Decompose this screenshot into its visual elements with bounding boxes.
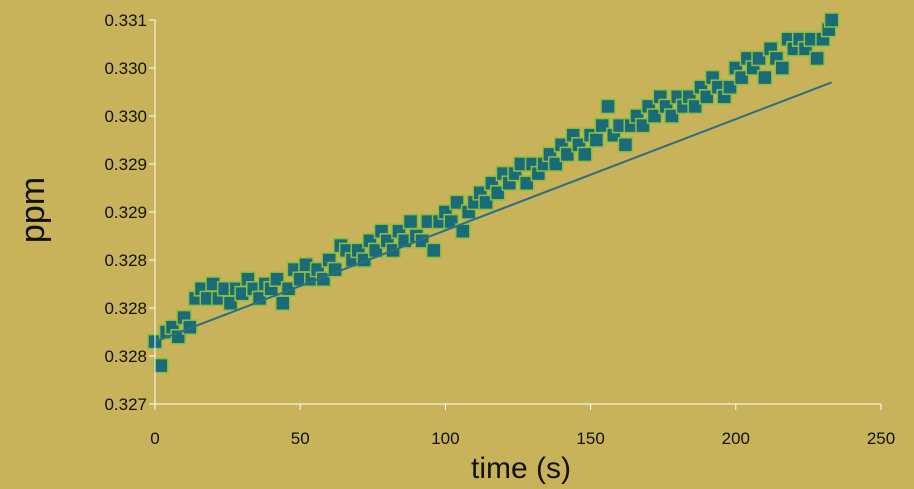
x-tick-label: 250 — [867, 429, 895, 448]
x-tick-label: 200 — [722, 429, 750, 448]
data-point — [559, 146, 576, 163]
data-point — [153, 357, 169, 374]
data-point — [687, 98, 703, 115]
y-tick-label: 0.327 — [104, 395, 147, 414]
data-point — [617, 137, 634, 153]
data-point — [518, 175, 535, 191]
data-point — [588, 132, 605, 148]
data-point — [577, 146, 593, 163]
y-tick-label: 0.328 — [104, 299, 147, 318]
y-tick-label: 0.329 — [104, 203, 147, 222]
x-tick-label: 150 — [576, 429, 604, 448]
y-tick-label: 0.328 — [104, 347, 147, 366]
trendline — [154, 81, 832, 343]
data-point — [275, 295, 291, 311]
y-tick-label: 0.331 — [104, 11, 147, 30]
data-point — [548, 156, 564, 172]
data-point — [699, 89, 715, 105]
data-point — [823, 12, 840, 28]
plot-area — [147, 12, 840, 374]
x-axis-title: time (s) — [471, 452, 571, 485]
data-point — [757, 69, 773, 86]
tick-labels: 0.327 0.328 0.328 0.328 0.329 0.329 0.330 0.330… — [104, 11, 895, 448]
x-tick-label: 0 — [150, 429, 159, 448]
data-point — [635, 117, 651, 134]
data-point — [489, 185, 506, 201]
data-point — [478, 194, 494, 211]
axes — [149, 19, 882, 410]
data-point — [664, 108, 680, 124]
data-point — [646, 108, 663, 124]
data-point — [733, 69, 750, 86]
y-tick-label: 0.330 — [104, 107, 147, 126]
y-axis-title: ppm — [14, 177, 52, 243]
x-tick-label: 100 — [431, 429, 459, 448]
y-tick-label: 0.329 — [104, 155, 147, 174]
x-tick-label: 50 — [291, 429, 310, 448]
y-tick-label: 0.330 — [104, 59, 147, 78]
data-point — [751, 50, 767, 67]
data-point — [402, 213, 419, 230]
data-point — [449, 194, 465, 211]
y-tick-label: 0.328 — [104, 251, 147, 270]
data-point — [774, 60, 791, 76]
data-point — [809, 50, 825, 67]
data-point — [600, 98, 616, 115]
data-point — [722, 79, 738, 95]
data-point — [269, 271, 285, 287]
data-point — [594, 117, 610, 134]
data-point — [426, 242, 442, 259]
